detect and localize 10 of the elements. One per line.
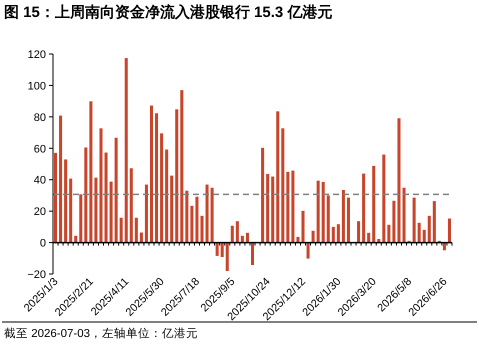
text: 截至 2026-07-03，左轴单位：亿港元 xyxy=(4,327,198,340)
y-tick-label: 80 xyxy=(34,112,46,124)
y-tick-label: −20 xyxy=(27,269,46,281)
y-tick-label: 60 xyxy=(34,143,46,156)
chart-title: 图 15：上周南向资金净流入港股银行 15.3 亿港元 xyxy=(4,3,332,21)
y-tick-label: 40 xyxy=(34,174,46,187)
y-tick-label: 120 xyxy=(28,49,46,61)
y-tick-label: 20 xyxy=(34,206,46,218)
y-tick-label: 0 xyxy=(40,238,46,250)
y-tick-label: 100 xyxy=(28,80,46,92)
